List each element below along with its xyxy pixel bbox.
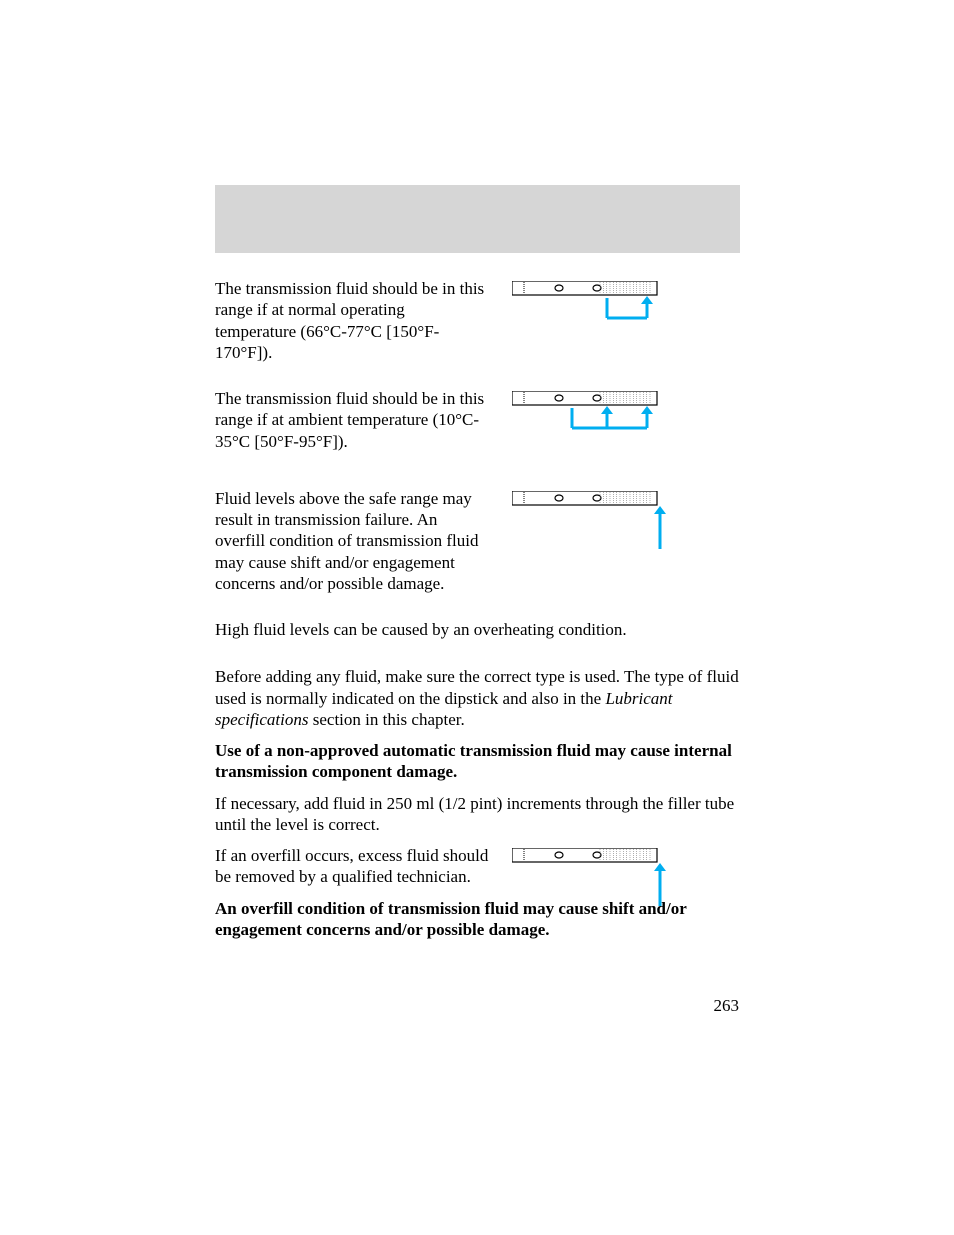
dipstick-diagram-overfill <box>512 491 737 551</box>
dipstick-diagram-normal <box>512 281 737 326</box>
row-overfill-remove: If an overfill occurs, excess fluid shou… <box>215 845 740 950</box>
para-ambient-temp: The transmission fluid should be in this… <box>215 388 490 452</box>
row-ambient-temp: The transmission fluid should be in this… <box>215 388 740 462</box>
para-normal-temp: The transmission fluid should be in this… <box>215 278 490 363</box>
row-overfill-warning: Fluid levels above the safe range may re… <box>215 488 740 604</box>
para-overfill-warning: Fluid levels above the safe range may re… <box>215 488 490 594</box>
page-number: 263 <box>714 996 740 1016</box>
para-high-fluid: High fluid levels can be caused by an ov… <box>215 619 740 640</box>
dipstick-diagram-overfill-2 <box>512 848 737 908</box>
header-band <box>215 185 740 253</box>
para-correct-fluid: Before adding any fluid, make sure the c… <box>215 666 740 730</box>
para-correct-fluid-b: section in this chapter. <box>308 710 464 729</box>
para-overfill-remove: If an overfill occurs, excess fluid shou… <box>215 845 490 888</box>
row-normal-temp: The transmission fluid should be in this… <box>215 278 740 373</box>
para-nonapproved-warning: Use of a non-approved automatic transmis… <box>215 740 740 783</box>
para-add-fluid: If necessary, add fluid in 250 ml (1/2 p… <box>215 793 740 836</box>
dipstick-diagram-ambient <box>512 391 737 436</box>
page-content: The transmission fluid should be in this… <box>215 278 740 965</box>
